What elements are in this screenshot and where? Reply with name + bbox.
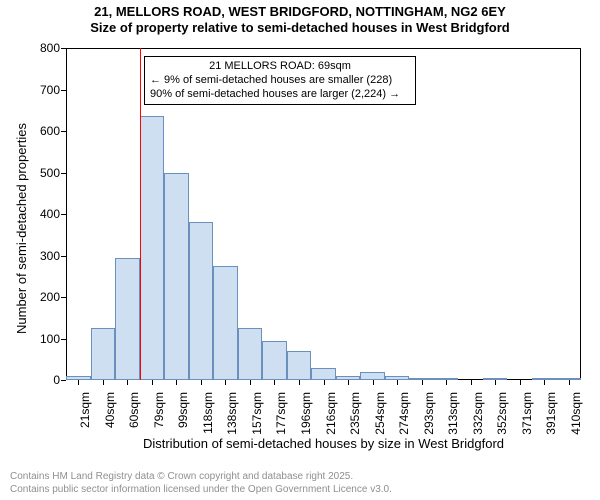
x-tick-mark xyxy=(225,380,226,385)
x-tick-mark xyxy=(299,380,300,385)
x-tick-mark xyxy=(569,380,570,385)
x-tick-mark xyxy=(324,380,325,385)
x-tick-mark xyxy=(201,380,202,385)
x-tick-label: 60sqm xyxy=(127,386,141,436)
histogram-bar xyxy=(189,222,214,380)
x-tick-label: 332sqm xyxy=(471,386,485,436)
x-tick-mark xyxy=(373,380,374,385)
histogram-bar xyxy=(164,173,189,380)
x-tick-mark xyxy=(471,380,472,385)
x-tick-label: 79sqm xyxy=(152,386,166,436)
x-tick-label: 235sqm xyxy=(348,386,362,436)
y-tick-mark xyxy=(61,131,66,132)
plot-area: 010020030040050060070080021sqm40sqm60sqm… xyxy=(66,48,581,380)
annotation-box: 21 MELLORS ROAD: 69sqm← 9% of semi-detac… xyxy=(144,56,416,105)
x-tick-mark xyxy=(544,380,545,385)
x-tick-mark xyxy=(397,380,398,385)
histogram-bar xyxy=(213,266,238,380)
chart-container: 21, MELLORS ROAD, WEST BRIDGFORD, NOTTIN… xyxy=(0,0,600,500)
x-tick-label: 254sqm xyxy=(373,386,387,436)
histogram-bar xyxy=(91,328,116,380)
y-tick-mark xyxy=(61,256,66,257)
x-tick-mark xyxy=(250,380,251,385)
x-tick-mark xyxy=(348,380,349,385)
histogram-bar xyxy=(238,328,263,380)
x-tick-label: 274sqm xyxy=(397,386,411,436)
x-tick-label: 21sqm xyxy=(78,386,92,436)
x-tick-mark xyxy=(520,380,521,385)
histogram-bar xyxy=(262,341,287,380)
x-tick-label: 391sqm xyxy=(544,386,558,436)
x-tick-label: 99sqm xyxy=(176,386,190,436)
x-tick-mark xyxy=(127,380,128,385)
footer-line-1: Contains HM Land Registry data © Crown c… xyxy=(10,471,392,484)
x-tick-mark xyxy=(422,380,423,385)
y-tick-mark xyxy=(61,380,66,381)
x-axis-label: Distribution of semi-detached houses by … xyxy=(66,436,581,451)
x-tick-mark xyxy=(446,380,447,385)
x-tick-label: 157sqm xyxy=(250,386,264,436)
x-tick-label: 196sqm xyxy=(299,386,313,436)
x-tick-label: 177sqm xyxy=(274,386,288,436)
y-axis-label: Number of semi-detached properties xyxy=(14,123,29,334)
annotation-line: 21 MELLORS ROAD: 69sqm xyxy=(150,60,410,74)
x-tick-mark xyxy=(78,380,79,385)
y-tick-mark xyxy=(61,297,66,298)
titles: 21, MELLORS ROAD, WEST BRIDGFORD, NOTTIN… xyxy=(0,0,600,37)
histogram-bar xyxy=(287,351,312,380)
footer-line-2: Contains public sector information licen… xyxy=(10,484,392,497)
annotation-line: ← 9% of semi-detached houses are smaller… xyxy=(150,74,410,88)
x-tick-label: 40sqm xyxy=(103,386,117,436)
histogram-bar xyxy=(311,368,336,380)
x-tick-mark xyxy=(495,380,496,385)
y-tick-mark xyxy=(61,173,66,174)
x-tick-label: 410sqm xyxy=(569,386,583,436)
x-tick-label: 371sqm xyxy=(520,386,534,436)
footer: Contains HM Land Registry data © Crown c… xyxy=(10,471,392,496)
x-tick-label: 138sqm xyxy=(225,386,239,436)
reference-line xyxy=(140,48,141,380)
x-tick-mark xyxy=(274,380,275,385)
histogram-bar xyxy=(140,116,165,380)
title-line-1: 21, MELLORS ROAD, WEST BRIDGFORD, NOTTIN… xyxy=(0,4,600,20)
title-line-2: Size of property relative to semi-detach… xyxy=(0,20,600,36)
x-tick-label: 313sqm xyxy=(446,386,460,436)
y-tick-mark xyxy=(61,90,66,91)
x-tick-label: 216sqm xyxy=(324,386,338,436)
x-tick-label: 352sqm xyxy=(495,386,509,436)
annotation-line: 90% of semi-detached houses are larger (… xyxy=(150,88,410,102)
histogram-bar xyxy=(115,258,140,380)
histogram-bar xyxy=(360,372,385,380)
x-tick-label: 118sqm xyxy=(201,386,215,436)
x-tick-label: 293sqm xyxy=(422,386,436,436)
y-tick-mark xyxy=(61,48,66,49)
x-tick-mark xyxy=(152,380,153,385)
y-tick-mark xyxy=(61,214,66,215)
x-tick-mark xyxy=(176,380,177,385)
x-tick-mark xyxy=(103,380,104,385)
y-tick-mark xyxy=(61,339,66,340)
